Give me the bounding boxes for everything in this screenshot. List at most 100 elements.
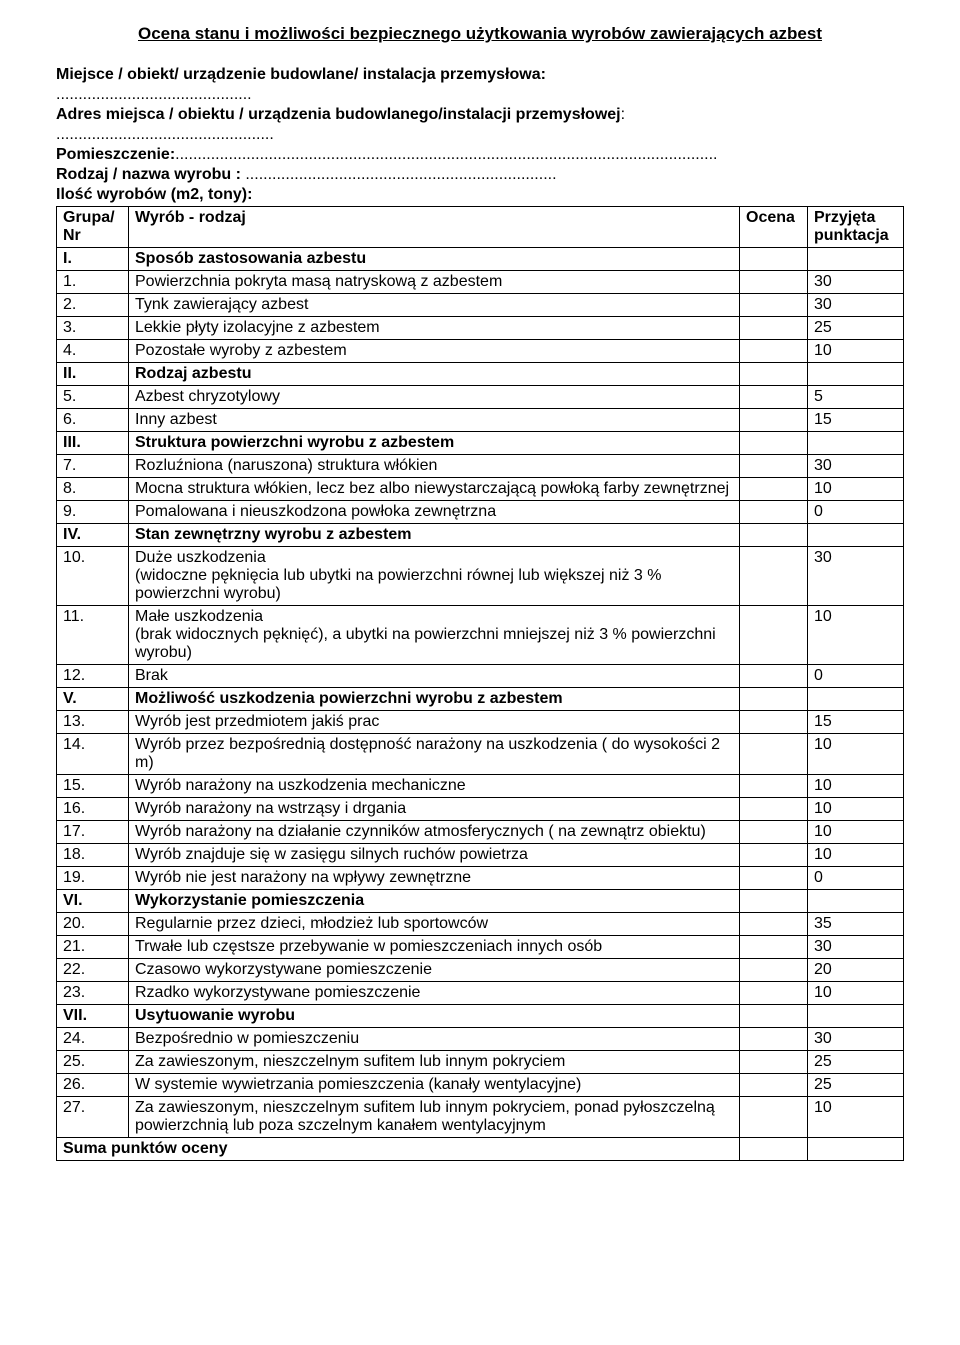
row-text: Trwałe lub częstsze przebywanie w pomies… <box>129 936 740 959</box>
row-ocena <box>740 606 808 665</box>
row-nr: 13. <box>57 711 129 734</box>
header-ocena: Ocena <box>740 207 808 248</box>
document-page: Ocena stanu i możliwości bezpiecznego uż… <box>0 0 960 1201</box>
table-row: 5.Azbest chryzotylowy5 <box>57 386 904 409</box>
table-row: 6.Inny azbest15 <box>57 409 904 432</box>
row-pts: 35 <box>808 913 904 936</box>
row-pts <box>808 363 904 386</box>
meta-rodzaj-label: Rodzaj / nazwa wyrobu : <box>56 166 245 183</box>
row-ocena <box>740 890 808 913</box>
meta-adres-line-dots: ........................................… <box>56 126 904 144</box>
row-ocena <box>740 665 808 688</box>
row-ocena <box>740 867 808 890</box>
row-pts: 5 <box>808 386 904 409</box>
row-nr: 4. <box>57 340 129 363</box>
row-text: Wykorzystanie pomieszczenia <box>129 890 740 913</box>
row-ocena <box>740 821 808 844</box>
row-nr: 9. <box>57 501 129 524</box>
meta-pomieszczenie: Pomieszczenie:..........................… <box>56 146 904 164</box>
table-row: 15.Wyrób narażony na uszkodzenia mechani… <box>57 775 904 798</box>
table-row: 8.Mocna struktura włókien, lecz bez albo… <box>57 478 904 501</box>
row-nr: 18. <box>57 844 129 867</box>
table-row: III.Struktura powierzchni wyrobu z azbes… <box>57 432 904 455</box>
row-text: Pozostałe wyroby z azbestem <box>129 340 740 363</box>
row-pts <box>808 524 904 547</box>
row-nr: 6. <box>57 409 129 432</box>
header-grupa: Grupa/ Nr <box>57 207 129 248</box>
meta-adres: Adres miejsca / obiektu / urządzenia bud… <box>56 106 904 124</box>
row-ocena <box>740 524 808 547</box>
row-pts: 30 <box>808 1028 904 1051</box>
row-ocena <box>740 432 808 455</box>
row-nr: 2. <box>57 294 129 317</box>
row-text: Stan zewnętrzny wyrobu z azbestem <box>129 524 740 547</box>
row-pts: 25 <box>808 1074 904 1097</box>
row-pts: 0 <box>808 665 904 688</box>
table-row: 25.Za zawieszonym, nieszczelnym sufitem … <box>57 1051 904 1074</box>
meta-miejsce-dots: ........................................… <box>56 86 904 104</box>
table-row: V.Możliwość uszkodzenia powierzchni wyro… <box>57 688 904 711</box>
row-pts: 15 <box>808 409 904 432</box>
table-row: 2.Tynk zawierający azbest30 <box>57 294 904 317</box>
row-nr: III. <box>57 432 129 455</box>
row-pts: 10 <box>808 340 904 363</box>
row-ocena <box>740 688 808 711</box>
row-text: Powierzchnia pokryta masą natryskową z a… <box>129 271 740 294</box>
row-ocena <box>740 1074 808 1097</box>
table-row: IV.Stan zewnętrzny wyrobu z azbestem <box>57 524 904 547</box>
row-nr: 21. <box>57 936 129 959</box>
row-nr: I. <box>57 248 129 271</box>
table-header-row: Grupa/ Nr Wyrób - rodzaj Ocena Przyjęta … <box>57 207 904 248</box>
row-nr: 16. <box>57 798 129 821</box>
row-ocena <box>740 913 808 936</box>
table-row: 21.Trwałe lub częstsze przebywanie w pom… <box>57 936 904 959</box>
row-pts: 15 <box>808 711 904 734</box>
row-pts: 0 <box>808 867 904 890</box>
table-row: 26.W systemie wywietrzania pomieszczenia… <box>57 1074 904 1097</box>
table-row: 4.Pozostałe wyroby z azbestem 10 <box>57 340 904 363</box>
table-row: 1.Powierzchnia pokryta masą natryskową z… <box>57 271 904 294</box>
row-ocena <box>740 455 808 478</box>
table-row: 22.Czasowo wykorzystywane pomieszczenie2… <box>57 959 904 982</box>
row-pts: 20 <box>808 959 904 982</box>
row-nr: 23. <box>57 982 129 1005</box>
meta-ilosc: Ilość wyrobów (m2, tony): <box>56 186 904 204</box>
table-row: I.Sposób zastosowania azbestu <box>57 248 904 271</box>
table-row: 20.Regularnie przez dzieci, młodzież lub… <box>57 913 904 936</box>
row-nr: 7. <box>57 455 129 478</box>
meta-miejsce-label: Miejsce / obiekt/ urządzenie budowlane/ … <box>56 66 546 83</box>
row-pts: 10 <box>808 775 904 798</box>
meta-adres-colon: : <box>621 106 625 123</box>
row-text: Rozluźniona (naruszona) struktura włókie… <box>129 455 740 478</box>
row-pts: 10 <box>808 798 904 821</box>
row-ocena <box>740 547 808 606</box>
row-pts <box>808 890 904 913</box>
table-row: 9.Pomalowana i nieuszkodzona powłoka zew… <box>57 501 904 524</box>
row-text: Bezpośrednio w pomieszczeniu <box>129 1028 740 1051</box>
row-ocena <box>740 386 808 409</box>
row-nr: 27. <box>57 1097 129 1138</box>
row-nr: V. <box>57 688 129 711</box>
table-row: 19.Wyrób nie jest narażony na wpływy zew… <box>57 867 904 890</box>
sum-row: Suma punktów oceny <box>57 1138 904 1161</box>
sum-ocena <box>740 1138 808 1161</box>
table-row: VI.Wykorzystanie pomieszczenia <box>57 890 904 913</box>
table-row: 14.Wyrób przez bezpośrednią dostępność n… <box>57 734 904 775</box>
document-title: Ocena stanu i możliwości bezpiecznego uż… <box>56 24 904 44</box>
row-nr: 24. <box>57 1028 129 1051</box>
meta-ilosc-label: Ilość wyrobów (m2, tony): <box>56 186 252 203</box>
row-ocena <box>740 936 808 959</box>
row-pts: 10 <box>808 478 904 501</box>
row-nr: 11. <box>57 606 129 665</box>
table-row: 18.Wyrób znajduje się w zasięgu silnych … <box>57 844 904 867</box>
row-pts: 10 <box>808 734 904 775</box>
row-text: Wyrób jest przedmiotem jakiś prac <box>129 711 740 734</box>
row-nr: 5. <box>57 386 129 409</box>
row-text: Struktura powierzchni wyrobu z azbestem <box>129 432 740 455</box>
row-ocena <box>740 711 808 734</box>
row-nr: 14. <box>57 734 129 775</box>
row-text: Regularnie przez dzieci, młodzież lub sp… <box>129 913 740 936</box>
row-ocena <box>740 775 808 798</box>
row-ocena <box>740 1051 808 1074</box>
row-nr: IV. <box>57 524 129 547</box>
